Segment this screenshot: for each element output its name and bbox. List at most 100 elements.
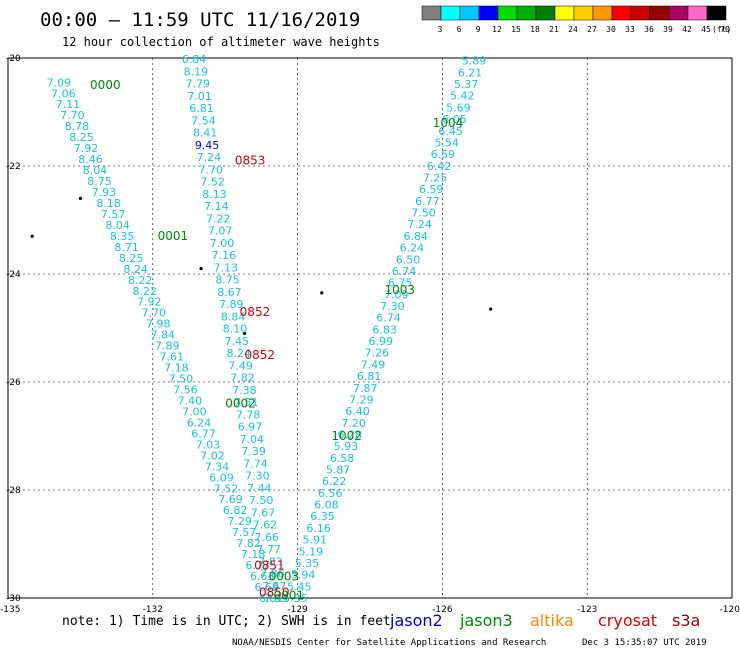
wave-height-value: 7.61 [160, 351, 185, 364]
wave-height-value: 7.70 [142, 307, 167, 320]
longitude-tick-label: -120 [720, 605, 740, 615]
satellite-name: altika [530, 611, 574, 630]
wave-height-value: 5.87 [326, 464, 351, 477]
longitude-tick-label: -129 [287, 605, 308, 615]
wave-height-value: 8.19 [184, 65, 209, 78]
wave-height-value: 7.93 [264, 592, 289, 605]
wave-height-value: 6.59 [419, 183, 444, 196]
wave-height-value: 7.00 [182, 405, 207, 418]
pass-time-label: 0853 [235, 154, 266, 168]
wave-height-value: 7.52 [214, 482, 239, 495]
map-frame [7, 57, 733, 599]
wave-height-value: 7.22 [206, 212, 231, 225]
wave-height-value: 8.75 [87, 175, 112, 188]
wave-height-value: 7.70 [60, 109, 85, 122]
wave-height-value: 9.45 [195, 139, 220, 152]
wave-height-value: 7.03 [196, 438, 221, 451]
pass-time-label: 0852 [240, 305, 271, 319]
pass-time-label: 0000 [90, 78, 121, 92]
wave-height-value: 7.83 [258, 555, 283, 568]
legend-swatch [459, 5, 480, 21]
wave-height-value: 6.84 [403, 230, 428, 243]
wave-height-value: 7.00 [210, 237, 235, 250]
wave-height-value: 7.40 [178, 394, 203, 407]
wave-height-value: 8.41 [193, 127, 218, 140]
wave-height-value: 7.06 [51, 87, 75, 100]
satellite-legend: jason2 jason3 altika cryosat s3a [389, 611, 700, 630]
wave-height-value: 7.92 [137, 296, 162, 309]
wave-height-value: 7.93 [92, 186, 117, 199]
wave-height-value: 6.77 [415, 195, 440, 208]
wave-height-value: 7.24 [197, 151, 222, 164]
wave-height-value: 7.52 [200, 176, 225, 189]
wave-height-value: 6.24 [400, 242, 425, 255]
island-dot [78, 196, 82, 200]
wave-height-value: 5.42 [450, 90, 475, 103]
legend-label: 33 [625, 25, 635, 34]
legend-swatch [573, 5, 594, 21]
wave-height-value: 8.67 [217, 286, 242, 299]
wave-height-value: 7.92 [74, 142, 99, 155]
wave-height-value: 6.97 [238, 421, 262, 434]
wave-height-value: 6.69 [254, 581, 279, 594]
wave-height-value: 7.51 [234, 396, 259, 409]
legend-label: 42 [682, 25, 692, 34]
jason3-ascending: 5.355.455.945.355.195.916.166.356.086.56… [283, 55, 486, 605]
wave-height-value: 7.50 [249, 494, 273, 507]
wave-height-value: 5.35 [283, 592, 308, 605]
legend-label: 12 [492, 25, 502, 34]
wave-height-value: 7.56 [173, 384, 198, 397]
wave-height-value: 7.82 [230, 372, 255, 385]
wave-height-value: 7.45 [225, 335, 250, 348]
wave-height-value: 7.18 [164, 362, 189, 375]
wave-height-value: 6.83 [372, 323, 397, 336]
wave-height-value: 8.25 [119, 252, 144, 265]
pass-time-label: 0002 [225, 397, 256, 411]
wave-height-value: 7.39 [241, 445, 266, 458]
wave-height-value: 6.42 [427, 160, 452, 173]
island-dot [30, 234, 34, 238]
wave-height-value: 6.16 [306, 522, 331, 535]
wave-height-value: 7.20 [341, 417, 366, 430]
map-border [7, 57, 733, 599]
wave-height-value: 6.81 [189, 102, 214, 115]
satellite-tracks: 7.097.067.117.708.788.257.928.468.048.75… [47, 53, 487, 605]
wave-height-value: 7.86 [260, 568, 285, 581]
wave-height-value: 7.62 [253, 519, 278, 532]
wave-height-value: 7.69 [218, 493, 243, 506]
wave-height-value: 6.84 [182, 53, 207, 66]
wave-height-value: 7.02 [200, 449, 225, 462]
wave-height-value: 7.50 [411, 207, 436, 220]
wave-height-value: 7.11 [56, 98, 81, 111]
longitude-tick-label: -132 [143, 605, 163, 615]
wave-height-value: 7.09 [384, 288, 409, 301]
wave-height-value: 5.94 [291, 569, 316, 582]
wave-height-value: 7.38 [232, 384, 256, 397]
wave-height-value: 7.70 [199, 163, 224, 176]
wave-height-value: 7.67 [251, 506, 276, 519]
wave-height-value: 6.81 [357, 370, 382, 383]
wave-height-value: 5.45 [287, 580, 312, 593]
wave-height-value: 8.24 [227, 347, 252, 360]
wave-height-value: 8.46 [78, 153, 103, 166]
wave-height-value: 7.30 [380, 300, 405, 313]
wave-height-value: 5.91 [303, 534, 328, 547]
legend-label: 9 [476, 25, 481, 34]
time-labels: 0000000108530852085200020851000308500001… [90, 78, 463, 602]
wave-height-value: 6.99 [369, 335, 394, 348]
wave-height-value: 7.25 [423, 172, 448, 185]
legend-label: 70 [720, 25, 730, 34]
footer-credit: NOAA/NESDIS Center for Satellite Applica… [232, 638, 546, 648]
island-dot [242, 331, 247, 335]
wave-height-value: 7.01 [187, 90, 212, 103]
page-title: 00:00 – 11:59 UTC 11/16/2019 [40, 9, 360, 31]
legend-swatch [516, 5, 537, 21]
wave-height-value: 7.77 [256, 543, 281, 556]
wave-height-value: 5.69 [446, 101, 471, 114]
latitude-tick-label: -26 [6, 378, 21, 388]
wave-height-value: 7.30 [245, 470, 270, 483]
longitude-tick-label: -126 [432, 605, 453, 615]
legend-label: 18 [530, 25, 540, 34]
latitude-tick-label: -22 [6, 162, 21, 172]
